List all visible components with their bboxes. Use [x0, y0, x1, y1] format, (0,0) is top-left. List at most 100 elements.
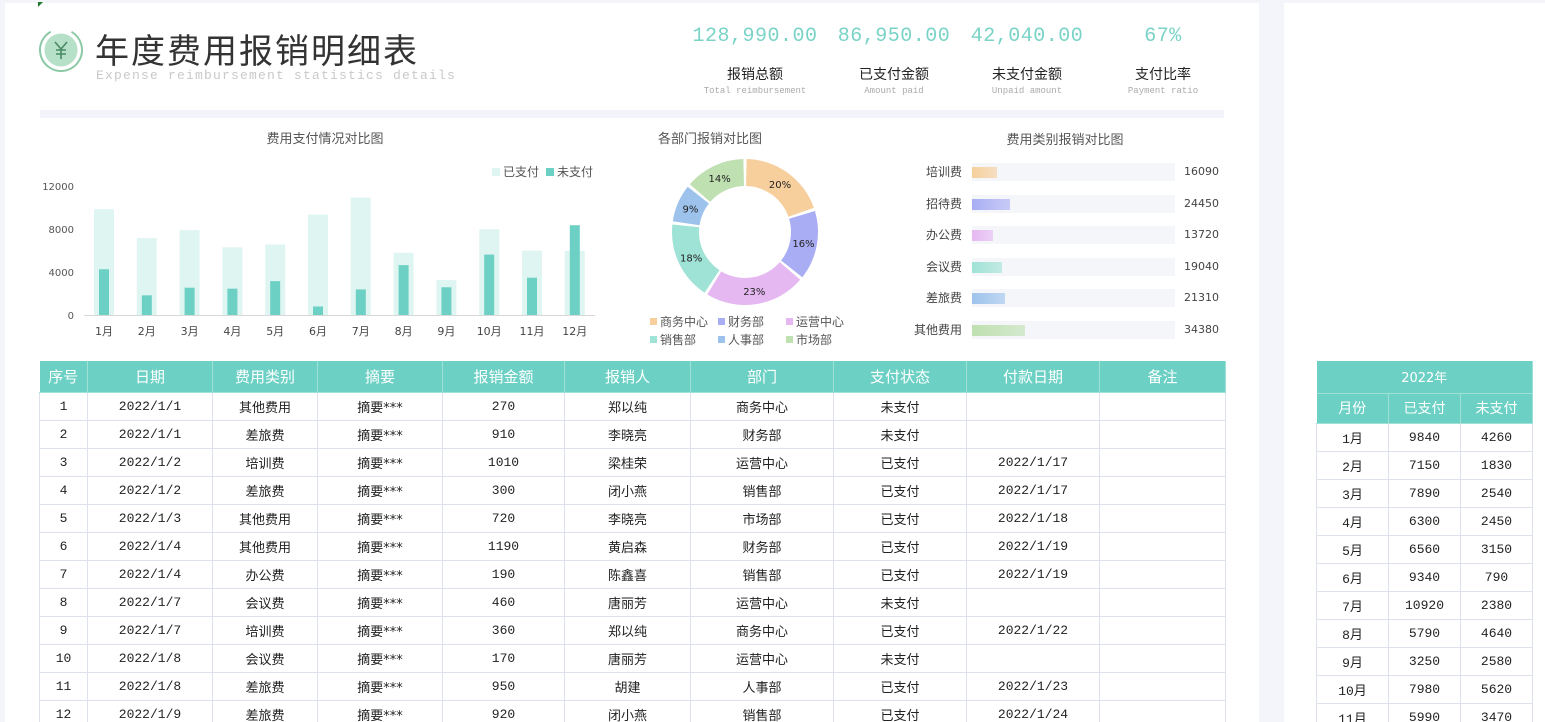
- table-cell[interactable]: 市场部: [690, 503, 834, 533]
- table-cell[interactable]: 梁桂荣: [564, 447, 691, 477]
- table-row[interactable]: 3月 7890 2540: [1316, 478, 1533, 508]
- bar-unpaid[interactable]: [355, 289, 366, 315]
- table-cell[interactable]: 闭小燕: [564, 475, 691, 505]
- table-cell[interactable]: 已支付: [833, 615, 967, 645]
- donut-chart-legend[interactable]: 商务中心 财务部 运营中心 销售部 人事部 市场部: [650, 313, 860, 348]
- table-cell[interactable]: 2022/1/18: [966, 503, 1100, 533]
- table-row[interactable]: 4 2022/1/2 差旅费 摘要*** 300 闭小燕 销售部 已支付 2022/1/17: [39, 475, 1226, 505]
- table-cell[interactable]: [1099, 671, 1226, 701]
- table-cell[interactable]: 7890: [1388, 478, 1461, 508]
- table-cell[interactable]: 已支付: [833, 503, 967, 533]
- hbar-fill[interactable]: [972, 230, 993, 241]
- table-cell[interactable]: 2022/1/1: [87, 391, 213, 421]
- hbar-row[interactable]: 培训费 16090: [900, 162, 1230, 182]
- table-cell[interactable]: 4: [39, 475, 88, 505]
- table-cell[interactable]: 2月: [1316, 450, 1389, 480]
- table-cell[interactable]: 2022/1/8: [87, 671, 213, 701]
- table-cell[interactable]: 2022/1/23: [966, 671, 1100, 701]
- table-row[interactable]: 7 2022/1/4 办公费 摘要*** 190 陈鑫喜 销售部 已支付 2022/1/19: [39, 559, 1226, 589]
- table-row[interactable]: 11月 5990 3470: [1316, 702, 1533, 722]
- donut-slice[interactable]: [746, 159, 814, 217]
- table-row[interactable]: 3 2022/1/2 培训费 摘要*** 1010 梁桂荣 运营中心 已支付 2022/1/17: [39, 447, 1226, 477]
- table-cell[interactable]: 6月: [1316, 562, 1389, 592]
- table-cell[interactable]: 7980: [1388, 674, 1461, 704]
- table-cell[interactable]: 已支付: [833, 475, 967, 505]
- table-cell[interactable]: 10920: [1388, 590, 1461, 620]
- table-cell[interactable]: 已支付: [833, 531, 967, 561]
- table-cell[interactable]: 3470: [1460, 702, 1533, 722]
- table-cell[interactable]: 3250: [1388, 646, 1461, 676]
- table-cell[interactable]: 920: [442, 699, 565, 722]
- table-row[interactable]: 9月 3250 2580: [1316, 646, 1533, 676]
- expense-detail-table[interactable]: 序号 日期 费用类别 摘要 报销金额 报销人 部门 支付状态 付款日期 备注 1 2022/1/1 其…: [39, 361, 1226, 722]
- table-cell[interactable]: 唐丽芳: [564, 643, 691, 673]
- table-cell[interactable]: 2022/1/17: [966, 447, 1100, 477]
- table-cell[interactable]: 9840: [1388, 422, 1461, 452]
- table-cell[interactable]: [966, 587, 1100, 617]
- table-cell[interactable]: 会议费: [212, 643, 318, 673]
- table-cell[interactable]: 2022/1/3: [87, 503, 213, 533]
- table-cell[interactable]: 3月: [1316, 478, 1389, 508]
- table-cell[interactable]: 销售部: [690, 559, 834, 589]
- table-cell[interactable]: 720: [442, 503, 565, 533]
- donut-slice[interactable]: [672, 186, 709, 226]
- column-header[interactable]: 报销人: [564, 361, 691, 393]
- table-row[interactable]: 7月 10920 2380: [1316, 590, 1533, 620]
- table-row[interactable]: 1 2022/1/1 其他费用 摘要*** 270 郑以纯 商务中心 未支付: [39, 391, 1226, 421]
- table-cell[interactable]: 会议费: [212, 587, 318, 617]
- table-cell[interactable]: 10: [39, 643, 88, 673]
- table-cell[interactable]: 差旅费: [212, 671, 318, 701]
- table-cell[interactable]: 170: [442, 643, 565, 673]
- table-cell[interactable]: 2022/1/2: [87, 447, 213, 477]
- table-row[interactable]: 6月 9340 790: [1316, 562, 1533, 592]
- table-cell[interactable]: 5990: [1388, 702, 1461, 722]
- bar-paid[interactable]: [350, 197, 371, 315]
- table-cell[interactable]: 财务部: [690, 419, 834, 449]
- table-cell[interactable]: 9: [39, 615, 88, 645]
- table-cell[interactable]: 2022/1/2: [87, 475, 213, 505]
- column-header[interactable]: 摘要: [317, 361, 443, 393]
- table-cell[interactable]: 8: [39, 587, 88, 617]
- table-cell[interactable]: 790: [1460, 562, 1533, 592]
- hbar-fill[interactable]: [972, 198, 1010, 210]
- table-cell[interactable]: 9月: [1316, 646, 1389, 676]
- table-cell[interactable]: 950: [442, 671, 565, 701]
- table-cell[interactable]: 1: [39, 391, 88, 421]
- table-cell[interactable]: 商务中心: [690, 391, 834, 421]
- table-cell[interactable]: 其他费用: [212, 531, 318, 561]
- table-cell[interactable]: 7: [39, 559, 88, 589]
- bar-unpaid[interactable]: [569, 225, 580, 315]
- donut-slice[interactable]: [689, 159, 744, 202]
- table-cell[interactable]: 8月: [1316, 618, 1389, 648]
- bar-paid[interactable]: [308, 214, 328, 315]
- table-cell[interactable]: 11: [39, 671, 88, 701]
- column-header[interactable]: 备注: [1099, 361, 1226, 393]
- table-cell[interactable]: 2022/1/9: [87, 699, 213, 722]
- column-header[interactable]: 付款日期: [966, 361, 1100, 393]
- column-header[interactable]: 报销金额: [442, 361, 565, 393]
- table-cell[interactable]: [966, 391, 1100, 421]
- hbar-row[interactable]: 办公费 13720: [900, 225, 1230, 245]
- table-cell[interactable]: 6: [39, 531, 88, 561]
- table-cell[interactable]: [1099, 391, 1226, 421]
- bar-unpaid[interactable]: [313, 306, 323, 315]
- legend-item[interactable]: 销售部: [650, 331, 718, 348]
- table-cell[interactable]: 未支付: [833, 643, 967, 673]
- table-cell[interactable]: 1010: [442, 447, 565, 477]
- table-cell[interactable]: 其他费用: [212, 391, 318, 421]
- table-cell[interactable]: [1099, 447, 1226, 477]
- table-row[interactable]: 11 2022/1/8 差旅费 摘要*** 950 胡建 人事部 已支付 2022/1/23: [39, 671, 1226, 701]
- table-cell[interactable]: 培训费: [212, 447, 318, 477]
- table-cell[interactable]: 12: [39, 699, 88, 722]
- table-cell[interactable]: 4640: [1460, 618, 1533, 648]
- table-cell[interactable]: 差旅费: [212, 475, 318, 505]
- table-cell[interactable]: 差旅费: [212, 699, 318, 722]
- hbar-fill[interactable]: [972, 261, 1002, 273]
- table-cell[interactable]: 摘要***: [317, 531, 443, 561]
- table-row[interactable]: 6 2022/1/4 其他费用 摘要*** 1190 黄启森 财务部 已支付 2022/1/19: [39, 531, 1226, 561]
- table-cell[interactable]: [1099, 475, 1226, 505]
- table-cell[interactable]: 190: [442, 559, 565, 589]
- column-header[interactable]: 未支付: [1460, 393, 1533, 424]
- legend-item[interactable]: 人事部: [718, 331, 786, 348]
- table-cell[interactable]: 3: [39, 447, 88, 477]
